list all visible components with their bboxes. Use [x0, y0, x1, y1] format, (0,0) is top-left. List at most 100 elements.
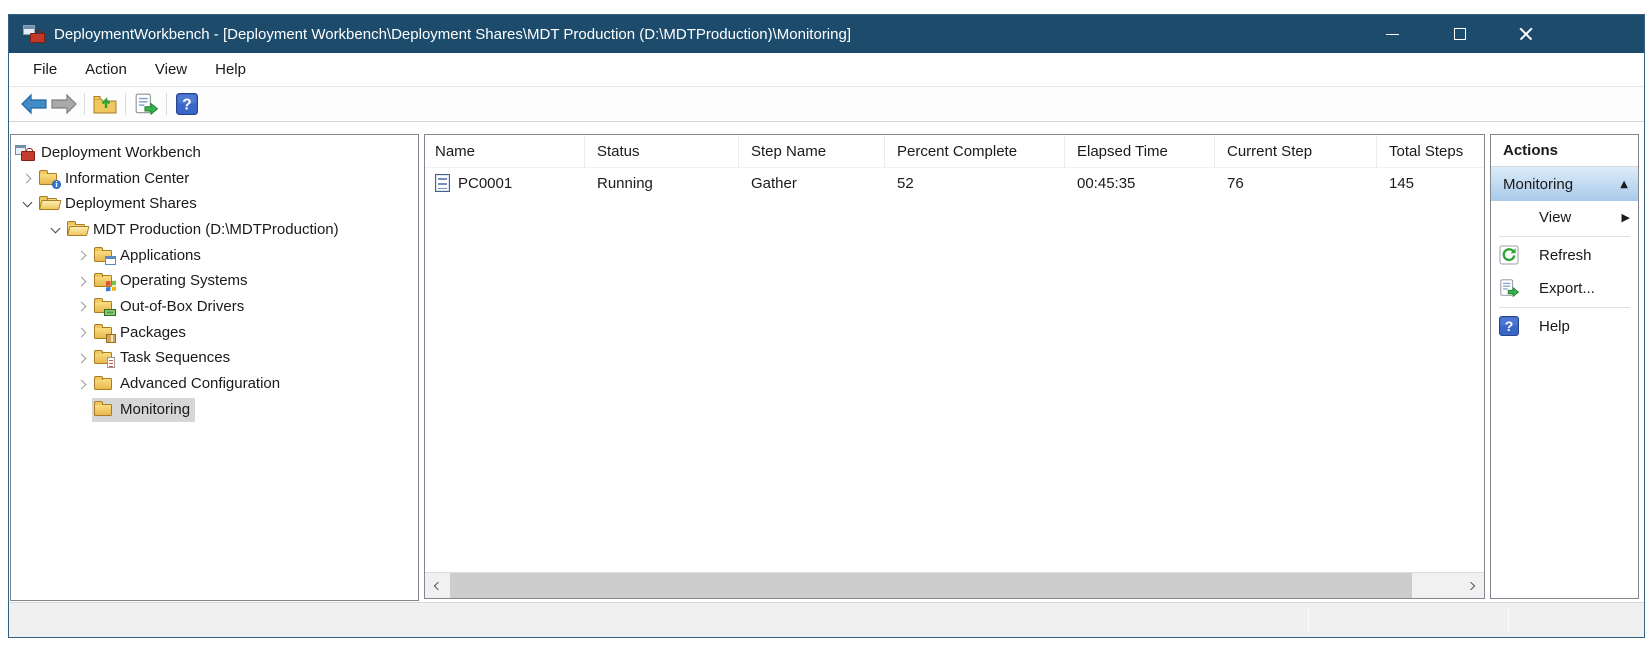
actions-pane: Actions Monitoring ▲ View ▶ Refresh — [1490, 134, 1639, 599]
tree-item-operating-systems[interactable]: Operating Systems — [11, 268, 418, 294]
action-export[interactable]: Export... — [1491, 272, 1638, 305]
svg-text:?: ? — [182, 97, 191, 114]
action-label: Refresh — [1539, 247, 1592, 264]
scroll-left-button[interactable] — [425, 573, 448, 598]
chevron-right-icon[interactable] — [72, 246, 92, 266]
cell-current-step: 76 — [1227, 174, 1244, 192]
chevron-right-icon[interactable] — [72, 348, 92, 368]
chevron-right-icon — [1466, 581, 1476, 590]
actions-group-label: Monitoring — [1503, 175, 1574, 193]
action-label: Help — [1539, 318, 1570, 335]
column-header-elapsed-time[interactable]: Elapsed Time — [1065, 135, 1215, 167]
toolbar-separator — [84, 93, 85, 115]
toolbar: ? — [9, 87, 1644, 122]
workbench-icon — [15, 144, 35, 161]
tree: Deployment Workbench Information Center … — [11, 135, 418, 423]
action-refresh[interactable]: Refresh — [1491, 239, 1638, 272]
column-header-total-steps[interactable]: Total Steps — [1389, 142, 1464, 160]
folder-icon — [94, 401, 114, 418]
svg-text:?: ? — [1505, 318, 1514, 334]
actions-group-monitoring[interactable]: Monitoring ▲ — [1491, 167, 1638, 201]
monitored-computer-icon — [435, 174, 450, 192]
column-header-step-name[interactable]: Step Name — [739, 135, 885, 167]
tree-item-advanced-configuration[interactable]: Advanced Configuration — [11, 371, 418, 397]
column-header-current-step[interactable]: Current Step — [1215, 135, 1377, 167]
tree-item-task-sequences[interactable]: Task Sequences — [11, 346, 418, 372]
maximize-button[interactable] — [1443, 15, 1477, 53]
folder-open-icon — [67, 221, 87, 238]
action-help[interactable]: ? Help — [1491, 310, 1638, 343]
toolbar-separator — [166, 93, 167, 115]
tree-item-monitoring[interactable]: Monitoring — [11, 397, 418, 423]
chevron-right-icon[interactable] — [72, 297, 92, 317]
menu-view[interactable]: View — [154, 61, 188, 78]
menu-action[interactable]: Action — [85, 61, 127, 78]
actions-separator — [1499, 236, 1630, 237]
tree-item-information-center[interactable]: Information Center — [11, 166, 418, 192]
column-header-name[interactable]: Name — [425, 135, 585, 167]
chevron-right-icon[interactable] — [72, 271, 92, 291]
submenu-arrow-icon: ▶ — [1621, 211, 1630, 224]
chevron-right-icon[interactable] — [17, 169, 37, 189]
table-row[interactable]: PC0001 Running Gather 52 00:45:35 76 145 — [425, 168, 1484, 198]
chevron-slot-empty — [72, 400, 92, 420]
tree-item-label: MDT Production (D:\MDTProduction) — [93, 220, 339, 238]
close-button[interactable] — [1509, 15, 1543, 53]
folder-open-icon — [39, 195, 59, 212]
actions-pane-title: Actions — [1491, 135, 1638, 167]
scrollbar-thumb[interactable] — [450, 573, 1412, 598]
menu-bar: File Action View Help — [9, 53, 1644, 87]
folder-icon — [94, 375, 114, 392]
forward-button[interactable] — [49, 90, 79, 118]
tree-item-deployment-workbench[interactable]: Deployment Workbench — [11, 140, 418, 166]
action-label: View — [1539, 209, 1572, 226]
minimize-icon — [1385, 33, 1399, 35]
app-icon — [23, 25, 45, 43]
tree-item-label: Information Center — [65, 169, 190, 187]
minimize-button[interactable] — [1375, 15, 1409, 53]
list-header: Name Status Step Name Percent Complete E… — [425, 135, 1484, 168]
export-list-button[interactable] — [131, 90, 161, 118]
maximize-icon — [1454, 28, 1466, 40]
title-bar: DeploymentWorkbench - [Deployment Workbe… — [9, 15, 1644, 53]
tree-item-label: Monitoring — [120, 400, 191, 418]
tree-item-label: Task Sequences — [120, 349, 231, 367]
refresh-icon — [1499, 245, 1519, 265]
action-view[interactable]: View ▶ — [1491, 201, 1638, 234]
cell-name: PC0001 — [458, 174, 513, 192]
chevron-right-icon[interactable] — [72, 323, 92, 343]
collapse-arrow-icon[interactable]: ▲ — [1620, 178, 1628, 190]
column-header-status[interactable]: Status — [585, 135, 739, 167]
back-icon — [21, 93, 47, 115]
folder-info-icon — [39, 170, 61, 189]
chevron-down-icon[interactable] — [17, 194, 37, 214]
column-header-percent-complete[interactable]: Percent Complete — [885, 135, 1065, 167]
menu-file[interactable]: File — [33, 61, 58, 78]
tree-item-label: Advanced Configuration — [120, 375, 281, 393]
tree-item-deployment-shares[interactable]: Deployment Shares — [11, 191, 418, 217]
chevron-down-icon[interactable] — [45, 220, 65, 240]
menu-help[interactable]: Help — [215, 61, 246, 78]
chevron-right-icon[interactable] — [72, 374, 92, 394]
close-icon — [1519, 27, 1533, 41]
status-bar-divider — [1308, 608, 1309, 632]
tree-item-packages[interactable]: Packages — [11, 320, 418, 346]
horizontal-scrollbar[interactable] — [425, 572, 1484, 598]
status-bar — [9, 602, 1644, 637]
forward-icon — [51, 93, 77, 115]
tree-item-out-of-box-drivers[interactable]: Out-of-Box Drivers — [11, 294, 418, 320]
toolbar-separator — [125, 93, 126, 115]
tree-item-label: Applications — [120, 246, 201, 264]
results-pane: Name Status Step Name Percent Complete E… — [424, 134, 1485, 599]
back-button[interactable] — [19, 90, 49, 118]
actions-separator — [1499, 307, 1630, 308]
chevron-left-icon — [433, 581, 443, 590]
help-button[interactable]: ? — [172, 90, 202, 118]
tree-selection[interactable]: Monitoring — [92, 397, 196, 422]
tree-item-label: Deployment Workbench — [41, 143, 201, 161]
tree-item-applications[interactable]: Applications — [11, 243, 418, 269]
cell-percent-complete: 52 — [897, 174, 914, 192]
tree-item-mdt-production[interactable]: MDT Production (D:\MDTProduction) — [11, 217, 418, 243]
up-one-level-button[interactable] — [90, 90, 120, 118]
scroll-right-button[interactable] — [1461, 573, 1484, 598]
